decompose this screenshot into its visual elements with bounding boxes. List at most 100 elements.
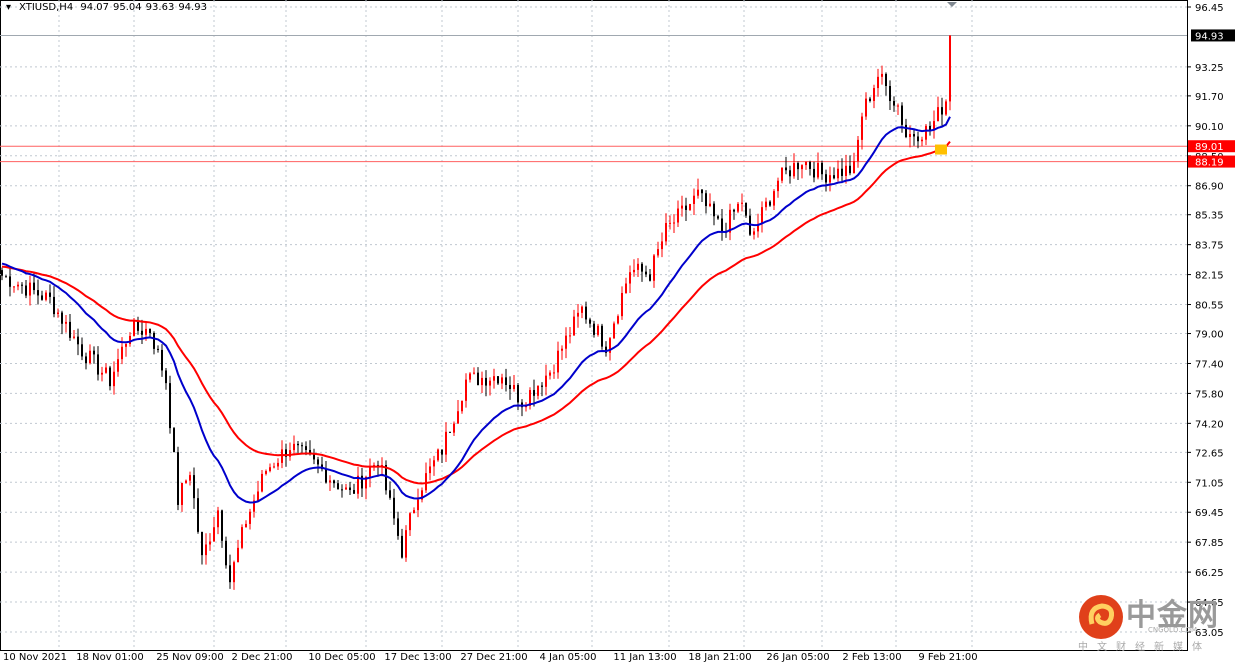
candle-down [341, 489, 343, 491]
candle-down [297, 443, 299, 446]
y-tick-label: 74.20 [1195, 419, 1224, 430]
candle-down [905, 124, 907, 138]
candle-down [389, 490, 391, 498]
candle-down [141, 330, 143, 335]
candle-up [877, 76, 879, 89]
candle-down [901, 105, 903, 125]
candle-up [461, 400, 463, 412]
candle-down [81, 344, 83, 357]
candle-down [517, 384, 519, 403]
level-price-label: 88.19 [1195, 158, 1224, 169]
candle-up [189, 475, 191, 481]
watermark-slogan: 中文财经新媒体 [1078, 642, 1211, 653]
candle-down [713, 203, 715, 217]
candle-down [733, 209, 735, 212]
y-tick-label: 63.05 [1195, 628, 1224, 639]
candle-down [309, 449, 311, 455]
candle-up [405, 530, 407, 558]
candle-up [89, 350, 91, 364]
candle-up [765, 201, 767, 208]
candle-down [285, 449, 287, 457]
candle-down [497, 376, 499, 384]
x-tick-label: 18 Nov 01:00 [76, 652, 143, 663]
candle-up [613, 323, 615, 339]
candle-up [513, 384, 515, 389]
candle-down [361, 475, 363, 489]
candle-up [57, 312, 59, 315]
watermark: 中金网 CNGOLD.COM 中文财经新媒体 [1078, 590, 1228, 656]
candle-down [197, 498, 199, 532]
x-tick-label: 9 Feb 21:00 [918, 652, 977, 663]
candle-up [861, 116, 863, 140]
candle-up [753, 231, 755, 235]
y-tick-label: 93.25 [1195, 63, 1224, 74]
candle-up [561, 348, 563, 351]
candle-up [433, 460, 435, 467]
close-value: 94.93 [178, 2, 207, 13]
candle-down [541, 385, 543, 387]
symbol-label: XTIUSD,H4 [19, 2, 74, 13]
candle-down [193, 475, 195, 499]
candle-up [437, 449, 439, 461]
candle-up [473, 372, 475, 374]
candle-up [761, 207, 763, 224]
candle-down [813, 168, 815, 178]
candle-up [537, 385, 539, 396]
chart-header: ▾ XTIUSD,H4 94.07 95.04 93.63 94.93 [6, 2, 211, 13]
candle-down [53, 296, 55, 315]
candle-down [397, 518, 399, 536]
candle-down [589, 319, 591, 324]
candle-down [325, 469, 327, 483]
chart-shift-icon[interactable] [947, 2, 957, 7]
candle-up [757, 223, 759, 232]
candle-up [101, 372, 103, 375]
candle-down [169, 383, 171, 429]
candle-up [481, 377, 483, 386]
candle-up [73, 336, 75, 338]
candle-up [609, 338, 611, 353]
candle-down [77, 336, 79, 345]
x-tick-label: 2 Dec 21:00 [232, 652, 293, 663]
candle-up [273, 466, 275, 468]
candle-down [201, 531, 203, 556]
candle-up [781, 167, 783, 181]
candle-down [21, 284, 23, 286]
candle-up [617, 316, 619, 324]
candle-up [817, 162, 819, 178]
current-price-label: 94.93 [1195, 31, 1224, 42]
candle-up [697, 189, 699, 196]
y-tick-label: 79.00 [1195, 330, 1224, 341]
x-tick-label: 4 Jan 05:00 [540, 652, 597, 663]
candle-down [509, 384, 511, 389]
y-tick-label: 72.65 [1195, 448, 1224, 459]
current-price-tag [1191, 29, 1235, 42]
yellow-marker [935, 144, 947, 155]
candle-down [849, 165, 851, 174]
candle-down [401, 535, 403, 558]
x-tick-label: 10 Dec 05:00 [308, 652, 375, 663]
candle-up [665, 223, 667, 242]
candle-up [633, 269, 635, 273]
candle-up [205, 544, 207, 556]
candle-up [549, 372, 551, 376]
candle-up [729, 209, 731, 233]
candle-up [949, 35, 951, 102]
y-tick-label: 71.05 [1195, 478, 1224, 489]
candle-up [457, 411, 459, 424]
candle-down [505, 377, 507, 385]
x-tick-label: 18 Jan 21:00 [688, 652, 751, 663]
candle-up [709, 203, 711, 207]
candle-down [701, 189, 703, 194]
candle-up [293, 443, 295, 451]
candle-up [413, 510, 415, 514]
candle-up [65, 321, 67, 324]
candle-down [869, 98, 871, 101]
dropdown-arrow-icon[interactable]: ▾ [6, 2, 12, 13]
candle-down [393, 497, 395, 519]
candle-down [69, 321, 71, 338]
low-value: 93.63 [145, 2, 175, 13]
watermark-domain: CNGOLD.COM [1148, 626, 1198, 634]
candle-down [885, 73, 887, 86]
candle-up [621, 292, 623, 317]
